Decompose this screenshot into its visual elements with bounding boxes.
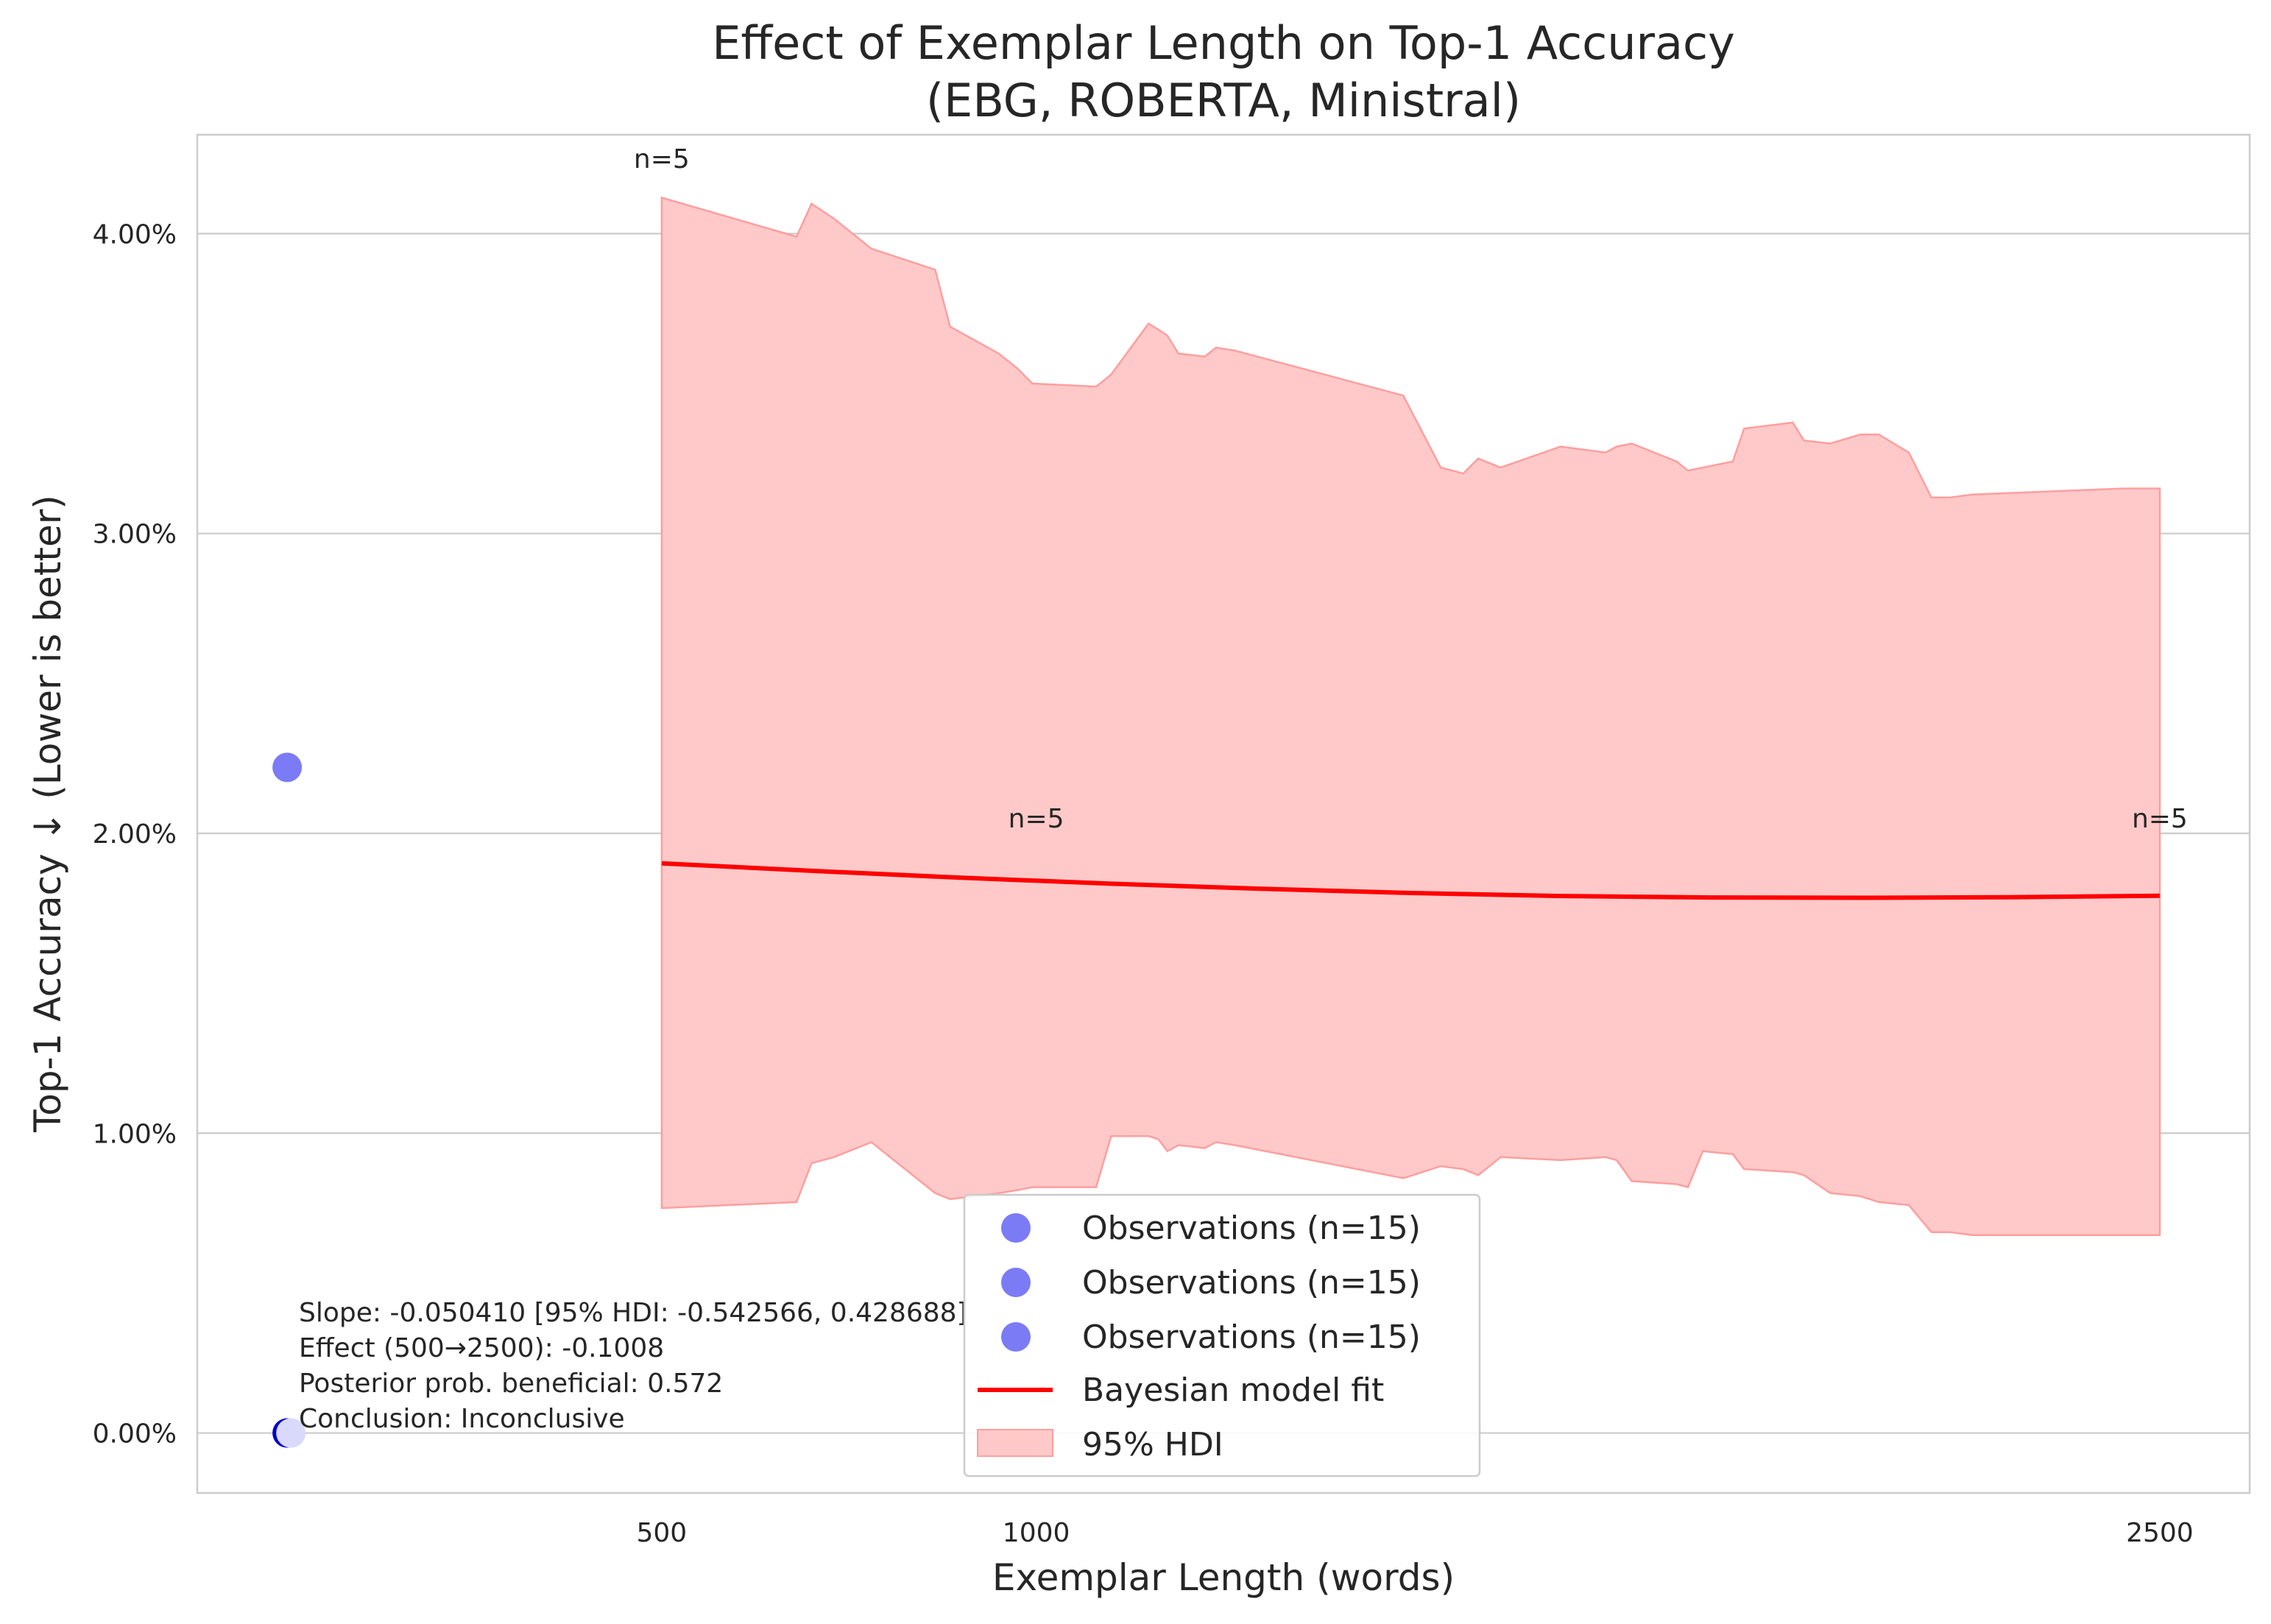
y-tick-label: 3.00% <box>93 520 177 550</box>
x-axis-ticks: 500 1000 2500 <box>637 1518 2194 1548</box>
stats-text-block: Slope: -0.050410 [95% HDI: -0.542566, 0.… <box>299 1298 967 1434</box>
fit-line <box>661 861 2160 900</box>
chart-title-line-1: Effect of Exemplar Length on Top-1 Accur… <box>712 16 1735 70</box>
y-axis-ticks: 0.00% 1.00% 2.00% 3.00% 4.00% <box>93 219 177 1449</box>
legend-box <box>963 1193 1481 1478</box>
legend-observations-label-2: Observations (n=15) <box>1082 1264 1421 1302</box>
x-tick-label: 500 <box>637 1518 688 1548</box>
y-axis-label: Top-1 Accuracy ↓ (Lower is better) <box>27 495 69 1133</box>
legend-hdi-swatch <box>977 1429 1053 1457</box>
x-tick-label: 1000 <box>1003 1518 1070 1548</box>
stats-conclusion: Conclusion: Inconclusive <box>299 1404 625 1434</box>
y-tick-label: 1.00% <box>93 1119 177 1149</box>
annotations-group: n=5 n=5 n=5 <box>634 144 2188 834</box>
legend: Observations (n=15) Observations (n=15) … <box>963 1193 1481 1478</box>
legend-observations-marker-2 <box>1001 1268 1031 1297</box>
y-tick-label: 2.00% <box>93 819 177 850</box>
stats-effect: Effect (500→2500): -0.1008 <box>299 1333 664 1363</box>
y-tick-label: 0.00% <box>93 1419 177 1450</box>
observation-point-2 <box>276 1418 306 1448</box>
n-annotation-1: n=5 <box>1009 804 1064 834</box>
legend-observations-label-3: Observations (n=15) <box>1082 1318 1421 1356</box>
n-annotation-0: n=5 <box>634 144 690 174</box>
fit-line-group <box>661 861 2160 900</box>
stats-slope: Slope: -0.050410 [95% HDI: -0.542566, 0.… <box>299 1298 967 1328</box>
y-tick-label: 4.00% <box>93 219 177 250</box>
hdi-band-group <box>660 196 2161 1236</box>
legend-observations-marker-3 <box>1001 1322 1031 1352</box>
legend-hdi-label: 95% HDI <box>1082 1426 1223 1464</box>
observation-point-0 <box>272 752 303 783</box>
chart-title-line-2: (EBG, ROBERTA, Ministral) <box>926 74 1521 127</box>
legend-observations-label-1: Observations (n=15) <box>1082 1210 1421 1247</box>
x-axis-label: Exemplar Length (words) <box>992 1556 1455 1599</box>
n-annotation-2: n=5 <box>2132 804 2188 834</box>
hdi-band <box>660 196 2161 1236</box>
legend-fit-label: Bayesian model fit <box>1082 1371 1384 1409</box>
observations-group <box>272 752 306 1448</box>
legend-observations-marker-1 <box>1001 1213 1031 1243</box>
stats-posterior: Posterior prob. beneficial: 0.572 <box>299 1369 723 1399</box>
x-tick-label: 2500 <box>2126 1518 2194 1548</box>
